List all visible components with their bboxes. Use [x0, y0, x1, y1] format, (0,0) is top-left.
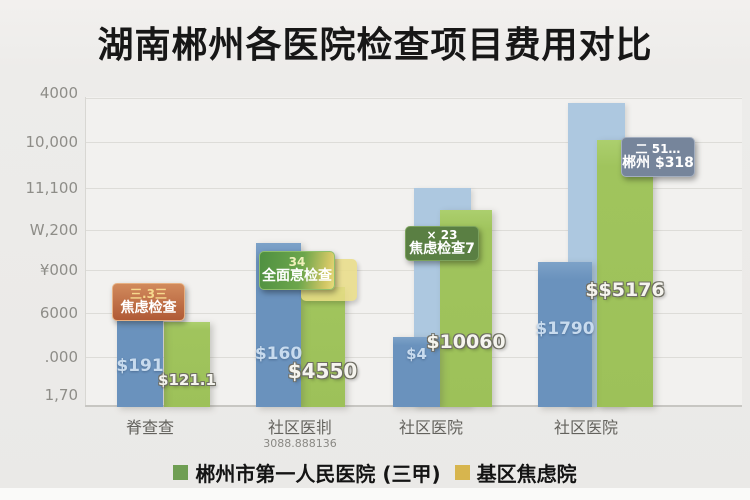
bar-value-label: $121.1 [158, 370, 216, 389]
annotation-line2: 全面恴检查 [262, 268, 332, 285]
bar-group4-green [597, 140, 653, 407]
y-tick-label: 10,000 [25, 133, 79, 151]
annotation-line2: 焦虑检查 [120, 299, 177, 316]
plot-area: $191 $121.1 $160 $4550 $10060 $4 $$5176 $1790 三.… [85, 97, 742, 407]
y-tick-label: W,200 [29, 221, 78, 239]
x-tick-label: 脊查查 [126, 414, 174, 438]
bar-group1-green [164, 322, 210, 407]
legend-label: 基区焦虑院 [476, 462, 577, 486]
gridline [86, 142, 742, 143]
x-tick-subtext: 3088.888136 [263, 437, 337, 450]
y-tick-label: ¥000 [39, 261, 78, 279]
y-tick-label: .000 [44, 348, 78, 366]
bar-value-label: $191 [116, 356, 164, 377]
x-tick-label: 社区医剕 3088.888136 [263, 414, 336, 449]
x-tick-text: 社区医剕 [267, 418, 333, 437]
legend-label: 郴州市第一人民医院 (三甲) [195, 462, 441, 486]
x-tick-text: 社区医院 [553, 418, 619, 437]
legend-item-2: 基区焦虑院 [454, 458, 577, 487]
annotation-box-group1: 三.3三 焦虑检查 [112, 283, 185, 321]
bar-group4-blue [538, 262, 592, 407]
y-tick-label: 4000 [39, 84, 78, 102]
annotation-line1: 三.3三 [130, 286, 167, 301]
bar-value-label: $4 [406, 344, 427, 363]
bar-group3-blue [393, 337, 440, 407]
bar-value-label: $1790 [535, 319, 595, 340]
annotation-line2: 郴州 $318 [622, 154, 694, 171]
x-tick-text: 脊查查 [125, 418, 175, 437]
y-tick-label: 6000 [39, 304, 78, 322]
bar-value-label: $4550 [287, 359, 358, 383]
annotation-box-group4: 二 51… 郴州 $318 [621, 137, 695, 177]
bar-value-label: $$5176 [585, 278, 665, 301]
x-tick-text: 社区医院 [398, 418, 464, 437]
y-tick-label: 1,70 [44, 386, 78, 404]
x-tick-label: 社区医院 [399, 414, 463, 438]
legend-swatch [454, 465, 470, 480]
bar-value-label: $160 [254, 344, 303, 365]
annotation-box-group3: × 23 焦虑检查7 [405, 226, 479, 261]
x-tick-label: 社区医院 [554, 414, 618, 438]
chart-title: 湖南郴州各医院检查项目费用对比 [97, 25, 653, 66]
gridline [86, 98, 742, 99]
bar-value-label: $10060 [426, 330, 506, 353]
bar-group1-blue [117, 317, 163, 407]
y-tick-label: 11,100 [25, 179, 79, 197]
annotation-box-group2: 34 全面恴检查 [259, 251, 335, 290]
annotation-line1: × 23 [426, 228, 458, 243]
legend: 郴州市第一人民医院 (三甲) 基区焦虑院 [0, 458, 750, 487]
annotation-line1: 二 51… [635, 141, 681, 156]
bottom-strip [0, 488, 750, 500]
annotation-line1: 34 [288, 255, 306, 270]
annotation-line2: 焦虑检查7 [409, 241, 475, 258]
legend-swatch [173, 465, 189, 480]
legend-item-1: 郴州市第一人民医院 (三甲) [173, 458, 441, 487]
bar-group2-green [300, 287, 345, 407]
